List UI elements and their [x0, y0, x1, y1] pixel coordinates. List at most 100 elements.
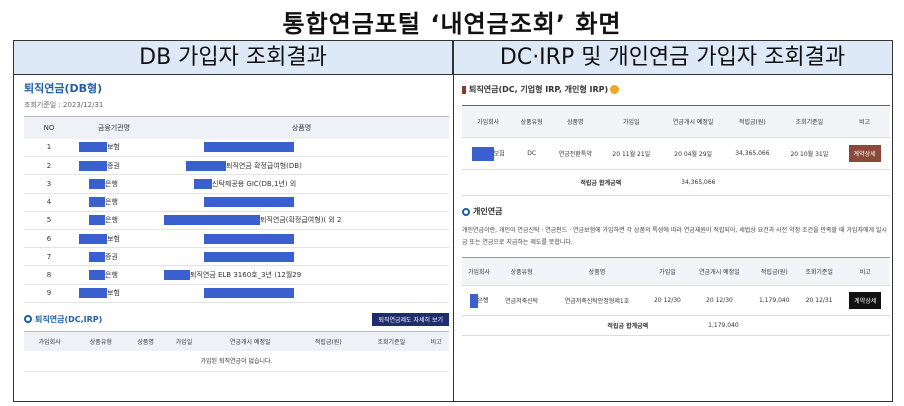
- row-inst: 증권: [105, 252, 118, 261]
- table-row[interactable]: 6 보험: [24, 229, 449, 249]
- row-inst: 보험: [107, 234, 120, 243]
- row-no: 9: [24, 284, 74, 303]
- dc-empty-message: 가입된 퇴직연금이 없습니다.: [24, 351, 449, 372]
- rt-col: 상품유형: [514, 105, 550, 138]
- row-start: 20 04월 29일: [661, 137, 726, 170]
- row-no: 2: [24, 156, 74, 176]
- row-type: DC: [514, 137, 550, 170]
- redacted-block: [89, 178, 105, 189]
- sum-value: 1,179,040: [688, 315, 890, 336]
- dc-table: 가입회사 상품유형 상품명 가입일 연금개시 예정일 적립금(원) 조회기준일 …: [24, 330, 449, 372]
- comparison-frame: DB 가입자 조회결과 DC·IRP 및 개인연금 가입자 조회결과 퇴직연금(…: [13, 40, 893, 402]
- row-no: 4: [24, 193, 74, 212]
- sum-label: 적립금 합계금액: [462, 315, 689, 336]
- redacted-block: [89, 251, 105, 262]
- dc-col: 연금개시 예정일: [203, 330, 298, 352]
- rt-col: 상품명: [549, 105, 602, 138]
- rt-col: 가입일: [601, 105, 662, 138]
- col-no: NO: [24, 116, 74, 139]
- row-base: 20 10월 31일: [779, 137, 840, 170]
- dc-irp-section-title: 퇴직연금(DC, 기업형 IRP, 개인형 IRP): [469, 85, 609, 94]
- dc-col: 가입회사: [24, 330, 76, 352]
- redacted-block: [194, 178, 212, 189]
- col-inst: 금융기관명: [74, 116, 154, 139]
- dc-col: 적립금(원): [297, 330, 360, 352]
- row-inst: 보험: [107, 143, 120, 152]
- row-no: 5: [24, 211, 74, 230]
- dc-col: 비고: [423, 330, 449, 352]
- table-row[interactable]: 9 보험: [24, 284, 449, 303]
- personal-pension-table: 가입회사 상품유형 상품명 가입일 연금개시 예정일 적립금(원) 조회기준일 …: [462, 257, 890, 336]
- row-prod: 퇴직연금 ELB 3160호_3년 (12월29: [190, 270, 302, 279]
- row-no: 1: [24, 138, 74, 158]
- rt-col: 조회기준일: [797, 257, 841, 286]
- table-row[interactable]: 7 증권: [24, 247, 449, 267]
- row-no: 3: [24, 174, 74, 194]
- row-join: 20 11월 21일: [601, 137, 662, 170]
- dc-col: 상품유형: [75, 330, 127, 352]
- bullet-icon: [462, 85, 466, 94]
- row-inst: 은행: [105, 198, 118, 207]
- row-company: 은행: [477, 297, 489, 304]
- row-inst: 보험: [107, 289, 120, 298]
- redacted-block: [79, 288, 107, 299]
- rt-col: 가입회사: [462, 257, 497, 286]
- rt-col: 상품유형: [496, 257, 548, 286]
- table-row[interactable]: 보험 DC 연금전환특약 20 11월 21일 20 04월 29일 34,36…: [462, 137, 890, 170]
- dc-section-title: 퇴직연금(DC,IRP): [35, 314, 103, 324]
- divider: [453, 41, 454, 401]
- right-header: DC·IRP 및 개인연금 가입자 조회결과: [453, 41, 892, 75]
- col-prod: 상품명: [154, 116, 449, 139]
- table-row[interactable]: 3 은행 신탁제공용 GIC(DB,1년) 외: [24, 174, 449, 194]
- redacted-block: [471, 146, 494, 161]
- base-date: 조회기준일 : 2023/12/31: [24, 101, 104, 109]
- rt-col: 비고: [840, 257, 890, 286]
- dc-detail-button[interactable]: 퇴직연금제도 자세히 보기: [372, 312, 449, 326]
- page-title: 통합연금포털 ‘내연금조회’ 화면: [282, 10, 622, 38]
- rt-col: 상품명: [547, 257, 647, 286]
- row-base: 20 12/31: [797, 285, 841, 316]
- row-prod: 퇴직연금(확정급여형)( 외 2: [260, 216, 342, 225]
- redacted-block: [89, 215, 105, 226]
- rt-col: 가입일: [646, 257, 689, 286]
- row-type: 연금저축신탁: [496, 285, 548, 316]
- row-inst: 은행: [105, 179, 118, 188]
- rt-col: 가입회사: [462, 105, 515, 138]
- redacted-block: [164, 215, 260, 226]
- sum-label: 적립금 합계금액: [462, 169, 662, 196]
- redacted-block: [89, 269, 105, 280]
- redacted-block: [79, 160, 107, 171]
- redacted-block: [204, 233, 294, 244]
- table-row[interactable]: 2 증권 퇴직연금 확정급여형(DB): [24, 156, 449, 176]
- circle-icon: [462, 207, 470, 216]
- row-no: 6: [24, 229, 74, 249]
- sum-value: 34,365,066: [661, 169, 890, 196]
- row-product: 연금전환특약: [549, 137, 602, 170]
- row-inst: 은행: [105, 216, 118, 225]
- dc-col: 가입일: [164, 330, 204, 352]
- row-no: 7: [24, 247, 74, 267]
- table-row[interactable]: 8 은행 퇴직연금 ELB 3160호_3년 (12월29: [24, 265, 449, 285]
- personal-pension-title: 개인연금: [473, 207, 503, 216]
- table-row[interactable]: 5 은행 퇴직연금(확정급여형)( 외 2: [24, 211, 449, 230]
- dc-irp-result-panel: 퇴직연금(DC, 기업형 IRP, 개인형 IRP) 가입회사 상품유형 상품명…: [462, 76, 890, 401]
- redacted-block: [186, 160, 226, 171]
- help-icon[interactable]: [610, 85, 620, 94]
- dc-col: 상품명: [126, 330, 165, 352]
- contract-detail-button[interactable]: 계약상세: [848, 145, 881, 162]
- row-amount: 34,365,066: [725, 137, 780, 170]
- row-start: 20 12/30: [688, 285, 751, 316]
- table-row[interactable]: 은행 연금저축신탁 연금저축신탁안정형제1호 20 12/30 20 12/30…: [462, 285, 890, 316]
- redacted-block: [204, 288, 294, 299]
- row-inst: 증권: [107, 161, 120, 170]
- redacted-block: [79, 233, 107, 244]
- rt-col: 적립금(원): [750, 257, 798, 286]
- circle-icon: [24, 315, 32, 324]
- dc-irp-table: 가입회사 상품유형 상품명 가입일 연금개시 예정일 적립금(원) 조회기준일 …: [462, 105, 890, 196]
- contract-detail-button[interactable]: 계약상세: [849, 292, 882, 309]
- db-result-panel: 퇴직연금(DB형) 조회기준일 : 2023/12/31 NO 금융기관명 상품…: [24, 76, 449, 401]
- table-row[interactable]: 1 보험: [24, 138, 449, 158]
- redacted-block: [164, 269, 190, 280]
- redacted-block: [204, 142, 294, 153]
- table-row[interactable]: 4 은행: [24, 193, 449, 212]
